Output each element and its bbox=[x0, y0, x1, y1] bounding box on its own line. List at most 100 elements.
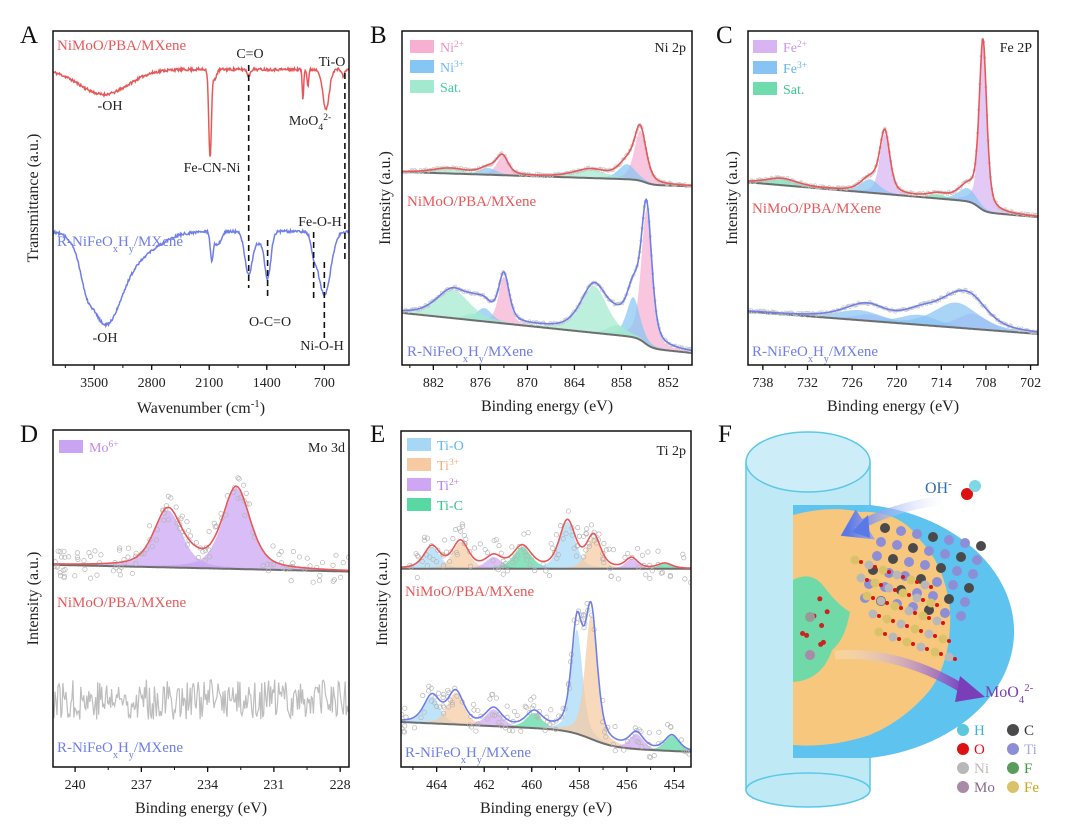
data-point bbox=[202, 557, 208, 564]
data-point bbox=[575, 525, 581, 531]
data-point bbox=[493, 537, 499, 543]
y-axis-label: Transmittance (a.u.) bbox=[25, 134, 42, 263]
text-segment: ) bbox=[260, 400, 265, 417]
panel-b: NiMoO/PBA/MXeneR-NiFeOxHy/MXeneNi2+Ni3+S… bbox=[370, 22, 693, 415]
data-point bbox=[557, 523, 563, 529]
data-point bbox=[74, 554, 81, 560]
x-tick-label: 237 bbox=[131, 778, 152, 793]
fit-envelope-line bbox=[53, 485, 349, 572]
lattice-atom bbox=[940, 608, 950, 618]
data-point bbox=[72, 573, 78, 579]
fit-component-area bbox=[402, 164, 692, 187]
data-point bbox=[175, 517, 181, 523]
data-point bbox=[468, 724, 475, 730]
data-point bbox=[330, 562, 336, 568]
data-point bbox=[647, 562, 653, 568]
data-point bbox=[242, 512, 248, 519]
text-segment: -OH bbox=[98, 99, 123, 114]
text-segment: NiMoO/PBA/MXene bbox=[407, 194, 537, 210]
data-point bbox=[678, 737, 684, 743]
data-point bbox=[454, 693, 460, 699]
data-point bbox=[428, 685, 434, 691]
data-point bbox=[601, 560, 607, 566]
data-point bbox=[475, 721, 481, 727]
data-point bbox=[86, 550, 92, 556]
data-point bbox=[235, 495, 241, 501]
lattice-atom bbox=[887, 570, 891, 574]
data-point bbox=[331, 577, 337, 583]
fit-component-area bbox=[401, 558, 691, 569]
x-tick-label: 234 bbox=[197, 778, 218, 793]
data-point bbox=[88, 575, 94, 581]
text-segment: y bbox=[479, 354, 485, 365]
data-point bbox=[414, 553, 420, 559]
text-segment: Fe bbox=[783, 62, 797, 77]
legend-atom-icon bbox=[1007, 724, 1019, 736]
data-point bbox=[270, 543, 276, 549]
data-point bbox=[206, 547, 212, 553]
text-segment: 2+ bbox=[454, 40, 464, 50]
text-segment: Binding energy (eV) bbox=[481, 398, 613, 415]
data-point bbox=[571, 545, 577, 551]
data-point bbox=[645, 549, 651, 555]
x-tick-label: 460 bbox=[521, 778, 542, 793]
legend-swatch bbox=[410, 80, 434, 93]
text-segment: Intensity (a.u.) bbox=[25, 552, 42, 646]
data-point bbox=[639, 552, 645, 558]
ftir-series-line bbox=[53, 227, 349, 329]
x-tick-label: 732 bbox=[797, 376, 818, 391]
series-label: R-NiFeOxHy/MXene bbox=[752, 344, 878, 365]
text-segment: H bbox=[118, 740, 129, 756]
fit-component-area bbox=[748, 182, 1038, 217]
molybdate-atom bbox=[804, 632, 810, 638]
band-annotation: Fe-CN-Ni bbox=[184, 161, 241, 176]
text-segment: Intensity (a.u.) bbox=[377, 151, 394, 245]
lattice-atom bbox=[871, 596, 875, 600]
legend-atom-icon bbox=[957, 724, 969, 736]
data-point bbox=[316, 578, 323, 584]
data-point bbox=[440, 694, 446, 700]
data-point bbox=[491, 537, 497, 544]
panel-letter: C bbox=[716, 22, 733, 49]
data-point bbox=[621, 747, 627, 753]
legend-swatch bbox=[753, 40, 777, 53]
text-segment: 6+ bbox=[108, 440, 118, 450]
legend-label: Fe2+ bbox=[783, 40, 807, 56]
lattice-atom bbox=[932, 577, 942, 587]
data-point bbox=[187, 533, 194, 539]
text-segment: Ni bbox=[440, 61, 454, 76]
x-axis-label: Binding energy (eV) bbox=[481, 398, 613, 415]
lattice-atom bbox=[890, 601, 900, 611]
lattice-atom bbox=[933, 634, 937, 638]
legend-swatch bbox=[753, 82, 777, 95]
plot-frame bbox=[52, 30, 350, 366]
data-point bbox=[581, 554, 587, 560]
lattice-atom bbox=[941, 621, 945, 625]
data-point bbox=[525, 530, 531, 536]
data-point bbox=[531, 694, 537, 700]
text-segment: Mo bbox=[89, 441, 108, 456]
fit-envelope-line bbox=[402, 197, 692, 352]
band-annotation: Ti-O bbox=[319, 55, 346, 70]
lattice-atom bbox=[924, 546, 934, 556]
data-point bbox=[659, 740, 665, 746]
plot-frame bbox=[400, 430, 692, 768]
data-point bbox=[576, 533, 582, 539]
cylinder-top bbox=[745, 431, 871, 493]
data-point bbox=[97, 560, 103, 566]
data-point bbox=[454, 549, 460, 555]
x-tick-label: 852 bbox=[658, 376, 679, 391]
legend-label: Fe3+ bbox=[783, 61, 807, 77]
data-point bbox=[522, 549, 528, 555]
data-point bbox=[260, 563, 266, 569]
plot-frame bbox=[52, 429, 350, 768]
data-point bbox=[441, 704, 447, 710]
legend-element-label: Mo bbox=[974, 780, 995, 796]
panel-letter: E bbox=[370, 421, 385, 448]
data-point bbox=[297, 554, 303, 560]
data-point bbox=[62, 554, 68, 560]
series-label: R-NiFeOxHy/MXene bbox=[407, 344, 533, 365]
data-point bbox=[94, 572, 100, 578]
text-segment: NiMoO/PBA/MXene bbox=[57, 38, 187, 54]
data-point bbox=[467, 563, 474, 569]
